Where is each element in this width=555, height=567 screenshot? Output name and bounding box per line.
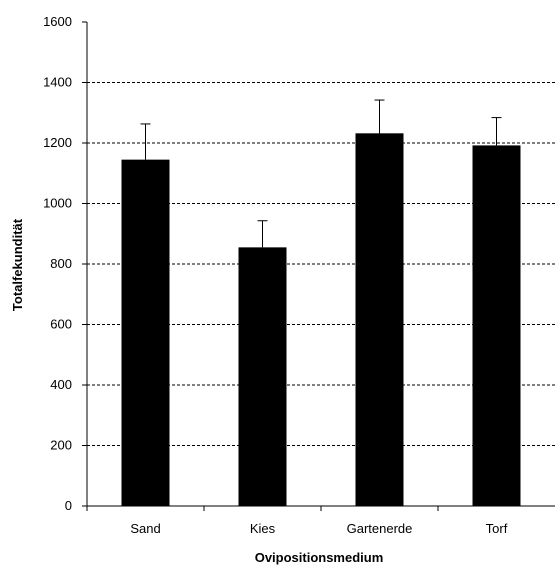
x-tick-label: Torf <box>486 521 508 536</box>
y-tick-label: 1600 <box>43 14 72 29</box>
y-tick-label: 1200 <box>43 135 72 150</box>
y-tick-label: 1400 <box>43 75 72 90</box>
bar-sand <box>121 159 170 506</box>
y-tick-label: 0 <box>65 498 72 513</box>
y-tick-label: 800 <box>50 256 72 271</box>
bar-kies <box>238 247 287 507</box>
y-tick-label: 200 <box>50 438 72 453</box>
bars <box>121 133 521 507</box>
x-tick-label: Sand <box>130 521 160 536</box>
x-tick-label: Gartenerde <box>347 521 413 536</box>
y-tick-label: 600 <box>50 317 72 332</box>
x-tick-labels: Sand Kies Gartenerde Torf <box>130 521 507 536</box>
axes <box>82 21 555 511</box>
error-bars <box>140 99 502 248</box>
x-tick-label: Kies <box>250 521 276 536</box>
y-tick-labels: 0 200 400 600 800 1000 1200 1400 1600 <box>43 14 72 513</box>
y-axis-title: Totalfekundität <box>10 218 25 311</box>
x-axis-title: Ovipositionsmedium <box>255 550 384 565</box>
y-tick-label: 400 <box>50 377 72 392</box>
y-tick-label: 1000 <box>43 196 72 211</box>
bar-gartenerde <box>355 133 404 506</box>
bar-torf <box>472 145 521 507</box>
